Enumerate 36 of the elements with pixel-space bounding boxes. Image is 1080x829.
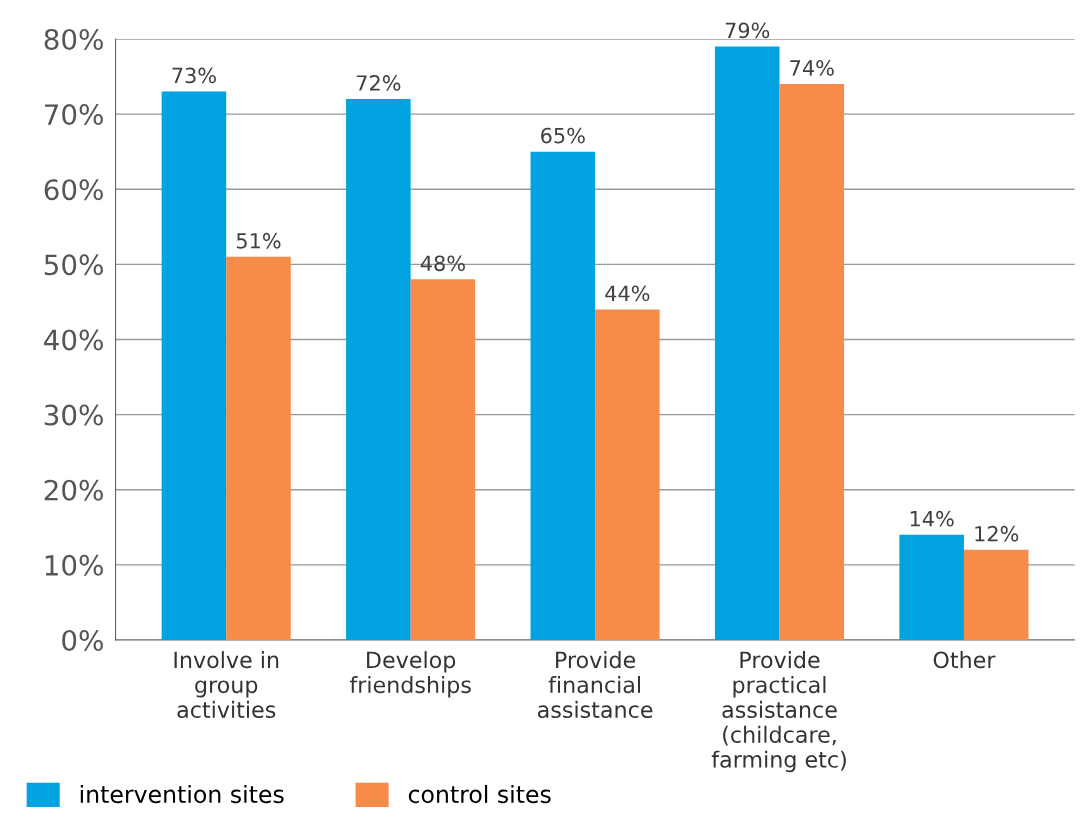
bar bbox=[963, 549, 1029, 640]
legend-label: control sites bbox=[408, 784, 551, 804]
x-tick-label: Other bbox=[933, 651, 996, 669]
legend-label: intervention sites bbox=[80, 784, 284, 804]
data-label: 51% bbox=[236, 232, 281, 249]
y-tick-label: 0% bbox=[62, 629, 103, 651]
bar bbox=[530, 151, 596, 640]
data-label: 48% bbox=[420, 255, 465, 272]
y-tick-label: 40% bbox=[44, 329, 103, 351]
x-tick-label: Provide practical assistance (childcare, farming etc) bbox=[711, 651, 846, 773]
y-tick-label: 10% bbox=[45, 554, 103, 576]
x-tick-label: Develop friendships bbox=[349, 651, 471, 698]
bar bbox=[226, 256, 291, 640]
bar bbox=[346, 99, 411, 640]
y-tick-label: 70% bbox=[44, 104, 103, 126]
data-label: 74% bbox=[790, 60, 834, 76]
bar bbox=[595, 309, 660, 640]
bar bbox=[161, 91, 227, 640]
data-label: 65% bbox=[541, 127, 585, 144]
y-tick-label: 30% bbox=[44, 404, 103, 426]
bar bbox=[899, 534, 964, 640]
data-label: 44% bbox=[605, 285, 650, 302]
y-tick-label: 50% bbox=[44, 254, 103, 276]
bar bbox=[779, 84, 845, 640]
x-tick-label: Involve in group activities bbox=[174, 651, 279, 719]
y-tick-label: 80% bbox=[44, 28, 103, 50]
x-tick-label: Provide financial assistance bbox=[538, 651, 653, 719]
data-label: 12% bbox=[975, 525, 1019, 542]
data-label: 14% bbox=[910, 510, 954, 527]
data-label: 79% bbox=[725, 22, 770, 39]
data-label: 72% bbox=[356, 75, 401, 91]
y-tick-label: 20% bbox=[44, 479, 103, 501]
bar bbox=[714, 46, 780, 640]
data-label: 73% bbox=[172, 67, 216, 84]
y-tick-label: 60% bbox=[44, 179, 103, 201]
bar bbox=[410, 279, 476, 640]
